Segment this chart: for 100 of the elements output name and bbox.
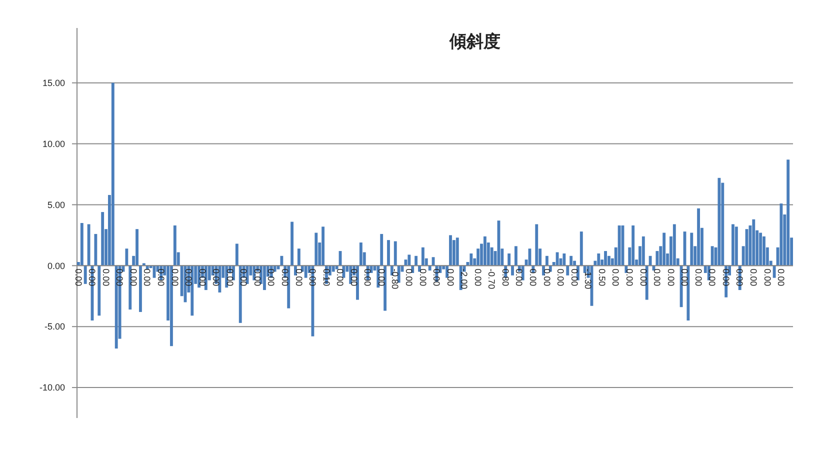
bar xyxy=(514,246,518,266)
x-tick-label: 0.00 xyxy=(638,268,648,286)
bar xyxy=(322,226,325,266)
bar xyxy=(111,82,114,266)
bar xyxy=(380,234,384,266)
bar xyxy=(125,248,128,266)
bar xyxy=(98,266,101,316)
x-tick-label: 0.00 xyxy=(100,268,111,286)
x-tick-label: 0.00 xyxy=(418,268,428,286)
x-tick-label: 0.00 xyxy=(693,268,704,286)
x-tick-label: 0.00 xyxy=(128,268,138,286)
bar xyxy=(114,266,118,349)
bar xyxy=(597,253,600,266)
bar xyxy=(732,224,734,266)
x-tick-label: 0.00 xyxy=(224,268,235,286)
bar xyxy=(428,266,432,271)
x-tick-label: 0.00 xyxy=(142,268,152,286)
bar xyxy=(335,266,338,270)
bar xyxy=(508,253,511,266)
x-tick-label: 0.00 xyxy=(734,268,745,286)
bar xyxy=(780,204,783,266)
x-tick-label: 0.00 xyxy=(720,268,731,286)
y-tick-label: -10.00 xyxy=(39,382,65,393)
bar xyxy=(556,252,559,266)
x-tick-label: 0.00 xyxy=(432,268,442,286)
x-tick-label: 0.00 xyxy=(542,268,552,286)
bar xyxy=(287,266,290,308)
bar xyxy=(690,232,694,266)
x-tick-label: 0.00 xyxy=(748,268,758,286)
x-tick-label: 0.00 xyxy=(528,268,538,286)
bar xyxy=(94,234,98,266)
x-tick-label: 0.00 xyxy=(610,268,621,286)
x-tick-label: 0.00 xyxy=(252,268,262,286)
x-tick-label: 0.00 xyxy=(514,268,524,286)
bar xyxy=(359,242,362,266)
x-tick-label: 0.00 xyxy=(197,268,208,286)
bar xyxy=(604,251,607,266)
x-tick-label: 0.00 xyxy=(87,268,98,286)
bar xyxy=(314,232,318,266)
bar xyxy=(786,160,790,266)
y-tick-label: 15.00 xyxy=(42,78,65,88)
bar xyxy=(332,266,335,272)
bar xyxy=(632,225,635,266)
bar xyxy=(101,212,104,266)
x-tick-label: 0.00 xyxy=(472,268,483,286)
bar xyxy=(304,266,308,278)
bar xyxy=(170,266,173,346)
bar xyxy=(618,225,621,266)
bar xyxy=(752,219,756,266)
bar xyxy=(772,266,776,278)
bar xyxy=(483,236,486,266)
x-tick-label: 0.00 xyxy=(308,268,318,286)
bar xyxy=(686,266,690,320)
bar xyxy=(762,236,766,266)
x-tick-label: 0.00 xyxy=(294,268,304,286)
bar xyxy=(470,253,473,266)
x-tick-label: 0.00 xyxy=(211,268,222,286)
bar xyxy=(128,266,132,310)
x-tick-label: 0.00 xyxy=(238,268,249,286)
x-tick-label: -1.30 xyxy=(583,268,594,290)
bar xyxy=(642,236,645,266)
bar xyxy=(456,238,459,266)
bar xyxy=(408,254,411,266)
y-tick-label: 10.00 xyxy=(42,138,65,149)
bar xyxy=(173,225,176,266)
bar xyxy=(297,248,300,266)
bar xyxy=(190,266,194,316)
bar xyxy=(562,253,566,266)
x-tick-label: 0.00 xyxy=(652,268,662,286)
x-tick-label: 0.00 xyxy=(348,268,359,286)
bar xyxy=(87,224,90,266)
bar xyxy=(280,256,284,266)
x-tick-label: 0.00 xyxy=(170,268,180,286)
x-tick-label: 0.00 xyxy=(280,268,290,286)
bar xyxy=(710,246,714,266)
x-tick-label: -2.00 xyxy=(459,268,470,290)
x-tick-label: 0.00 xyxy=(556,268,566,286)
x-tick-label: 0.00 xyxy=(184,268,194,286)
bar xyxy=(421,247,424,266)
x-tick-label: 0.00 xyxy=(114,268,125,286)
x-tick-label: 0.00 xyxy=(156,268,166,286)
bar xyxy=(235,244,238,266)
x-tick-label: 0.00 xyxy=(680,268,690,286)
bar xyxy=(648,256,652,266)
x-tick-label: 0.50 xyxy=(596,268,607,286)
bar xyxy=(759,232,762,266)
x-tick-label: 0.10 xyxy=(321,268,332,286)
bar xyxy=(580,232,583,266)
bar xyxy=(449,235,452,266)
bar xyxy=(290,222,294,266)
x-tick-label: -0.80 xyxy=(390,268,400,290)
bar xyxy=(570,256,573,266)
y-tick-label: 0.00 xyxy=(47,260,65,271)
bar xyxy=(511,266,514,276)
x-tick-label: 0.00 xyxy=(707,268,718,286)
bar xyxy=(545,256,548,266)
chart-title: 傾斜度 xyxy=(448,32,500,52)
bar xyxy=(238,266,242,323)
x-tick-label: 0.00 xyxy=(569,268,580,286)
x-tick-label: 0.00 xyxy=(776,268,786,286)
